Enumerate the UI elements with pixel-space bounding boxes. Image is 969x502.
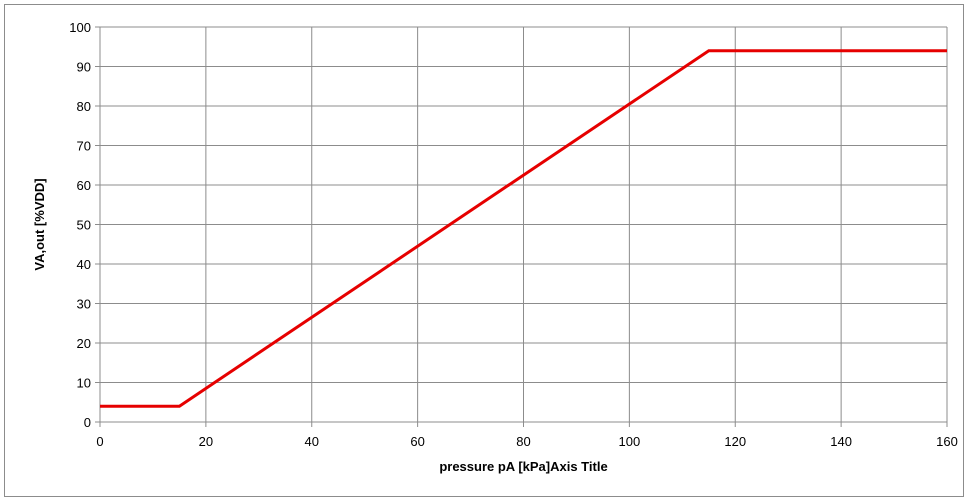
- x-tick-label: 120: [724, 434, 746, 449]
- x-tick-label: 100: [619, 434, 641, 449]
- y-tick-label: 50: [77, 218, 91, 233]
- y-tick-label: 60: [77, 178, 91, 193]
- gridlines: [100, 26, 948, 422]
- x-tick-label: 0: [96, 434, 103, 449]
- x-tick-label: 20: [199, 434, 213, 449]
- x-axis-title: pressure pA [kPa]Axis Title: [439, 459, 607, 474]
- y-tick-label: 20: [77, 336, 91, 351]
- y-tick-label: 40: [77, 257, 91, 272]
- axes: [95, 26, 948, 427]
- y-axis-tick-labels: 0 10 20 30 40 50 60 70 80 90 100: [69, 20, 91, 430]
- y-axis-title: VA,out [%VDD]: [32, 178, 47, 270]
- y-tick-label: 100: [69, 20, 91, 35]
- series-layer: [100, 49, 947, 408]
- y-tick-label: 0: [84, 415, 91, 430]
- series-line: [100, 49, 947, 408]
- y-tick-label: 70: [77, 139, 91, 154]
- x-tick-label: 80: [516, 434, 530, 449]
- y-tick-label: 10: [77, 376, 91, 391]
- x-tick-label: 160: [936, 434, 958, 449]
- chart-frame: [4, 4, 964, 497]
- y-tick-label: 30: [77, 297, 91, 312]
- x-tick-label: 60: [410, 434, 424, 449]
- x-tick-label: 140: [830, 434, 852, 449]
- x-axis-tick-labels: 0 20 40 60 80 100 120 140 160: [96, 434, 957, 449]
- y-tick-label: 80: [77, 99, 91, 114]
- y-tick-label: 90: [77, 60, 91, 75]
- x-tick-label: 40: [305, 434, 319, 449]
